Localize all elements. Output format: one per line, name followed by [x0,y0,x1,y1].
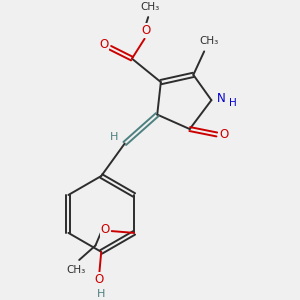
Text: CH₃: CH₃ [66,265,85,275]
Text: O: O [219,128,229,141]
Text: H: H [97,289,105,299]
Text: N: N [217,92,226,105]
Text: CH₃: CH₃ [140,2,160,12]
Text: O: O [95,273,104,286]
Text: O: O [99,38,108,51]
Text: H: H [229,98,237,108]
Text: H: H [110,132,118,142]
Text: CH₃: CH₃ [199,36,218,46]
Text: O: O [100,223,110,236]
Text: O: O [142,24,151,37]
